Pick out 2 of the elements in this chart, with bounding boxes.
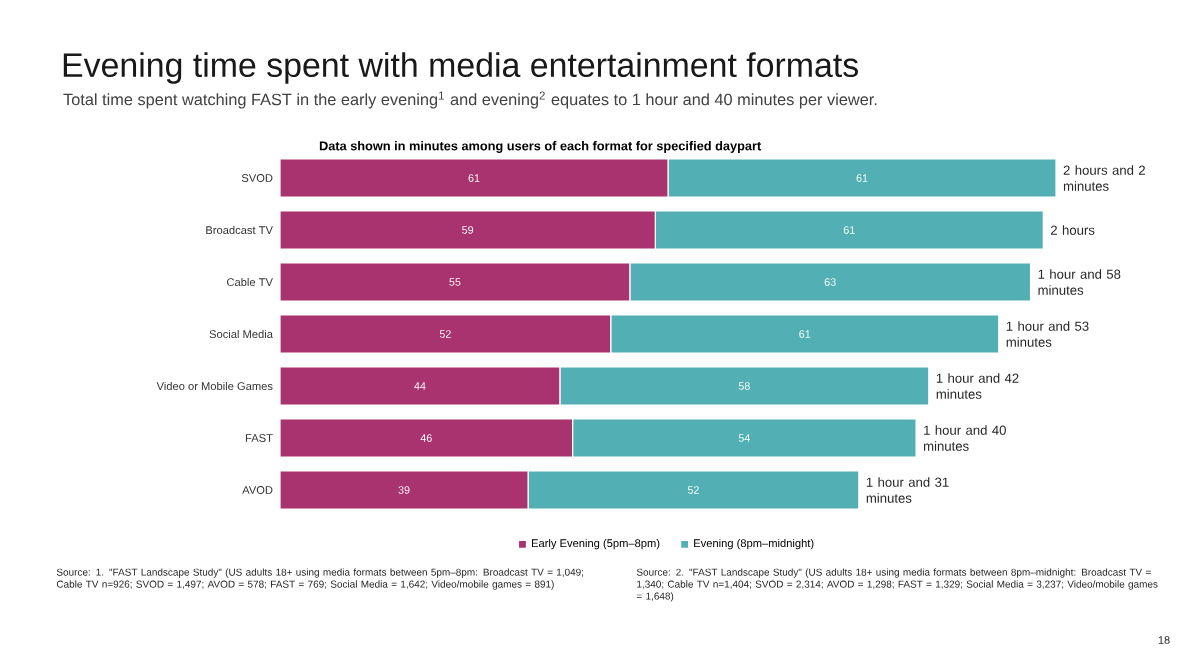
chart-title: Evening time spent with media entertainment formats <box>63 52 858 84</box>
chart-subtitle: Total time spent watching FAST in the early evening$^{1}$ and evening$^{2}$ equates to 1 hour and 40 minutes per viewer. <box>63 91 877 109</box>
